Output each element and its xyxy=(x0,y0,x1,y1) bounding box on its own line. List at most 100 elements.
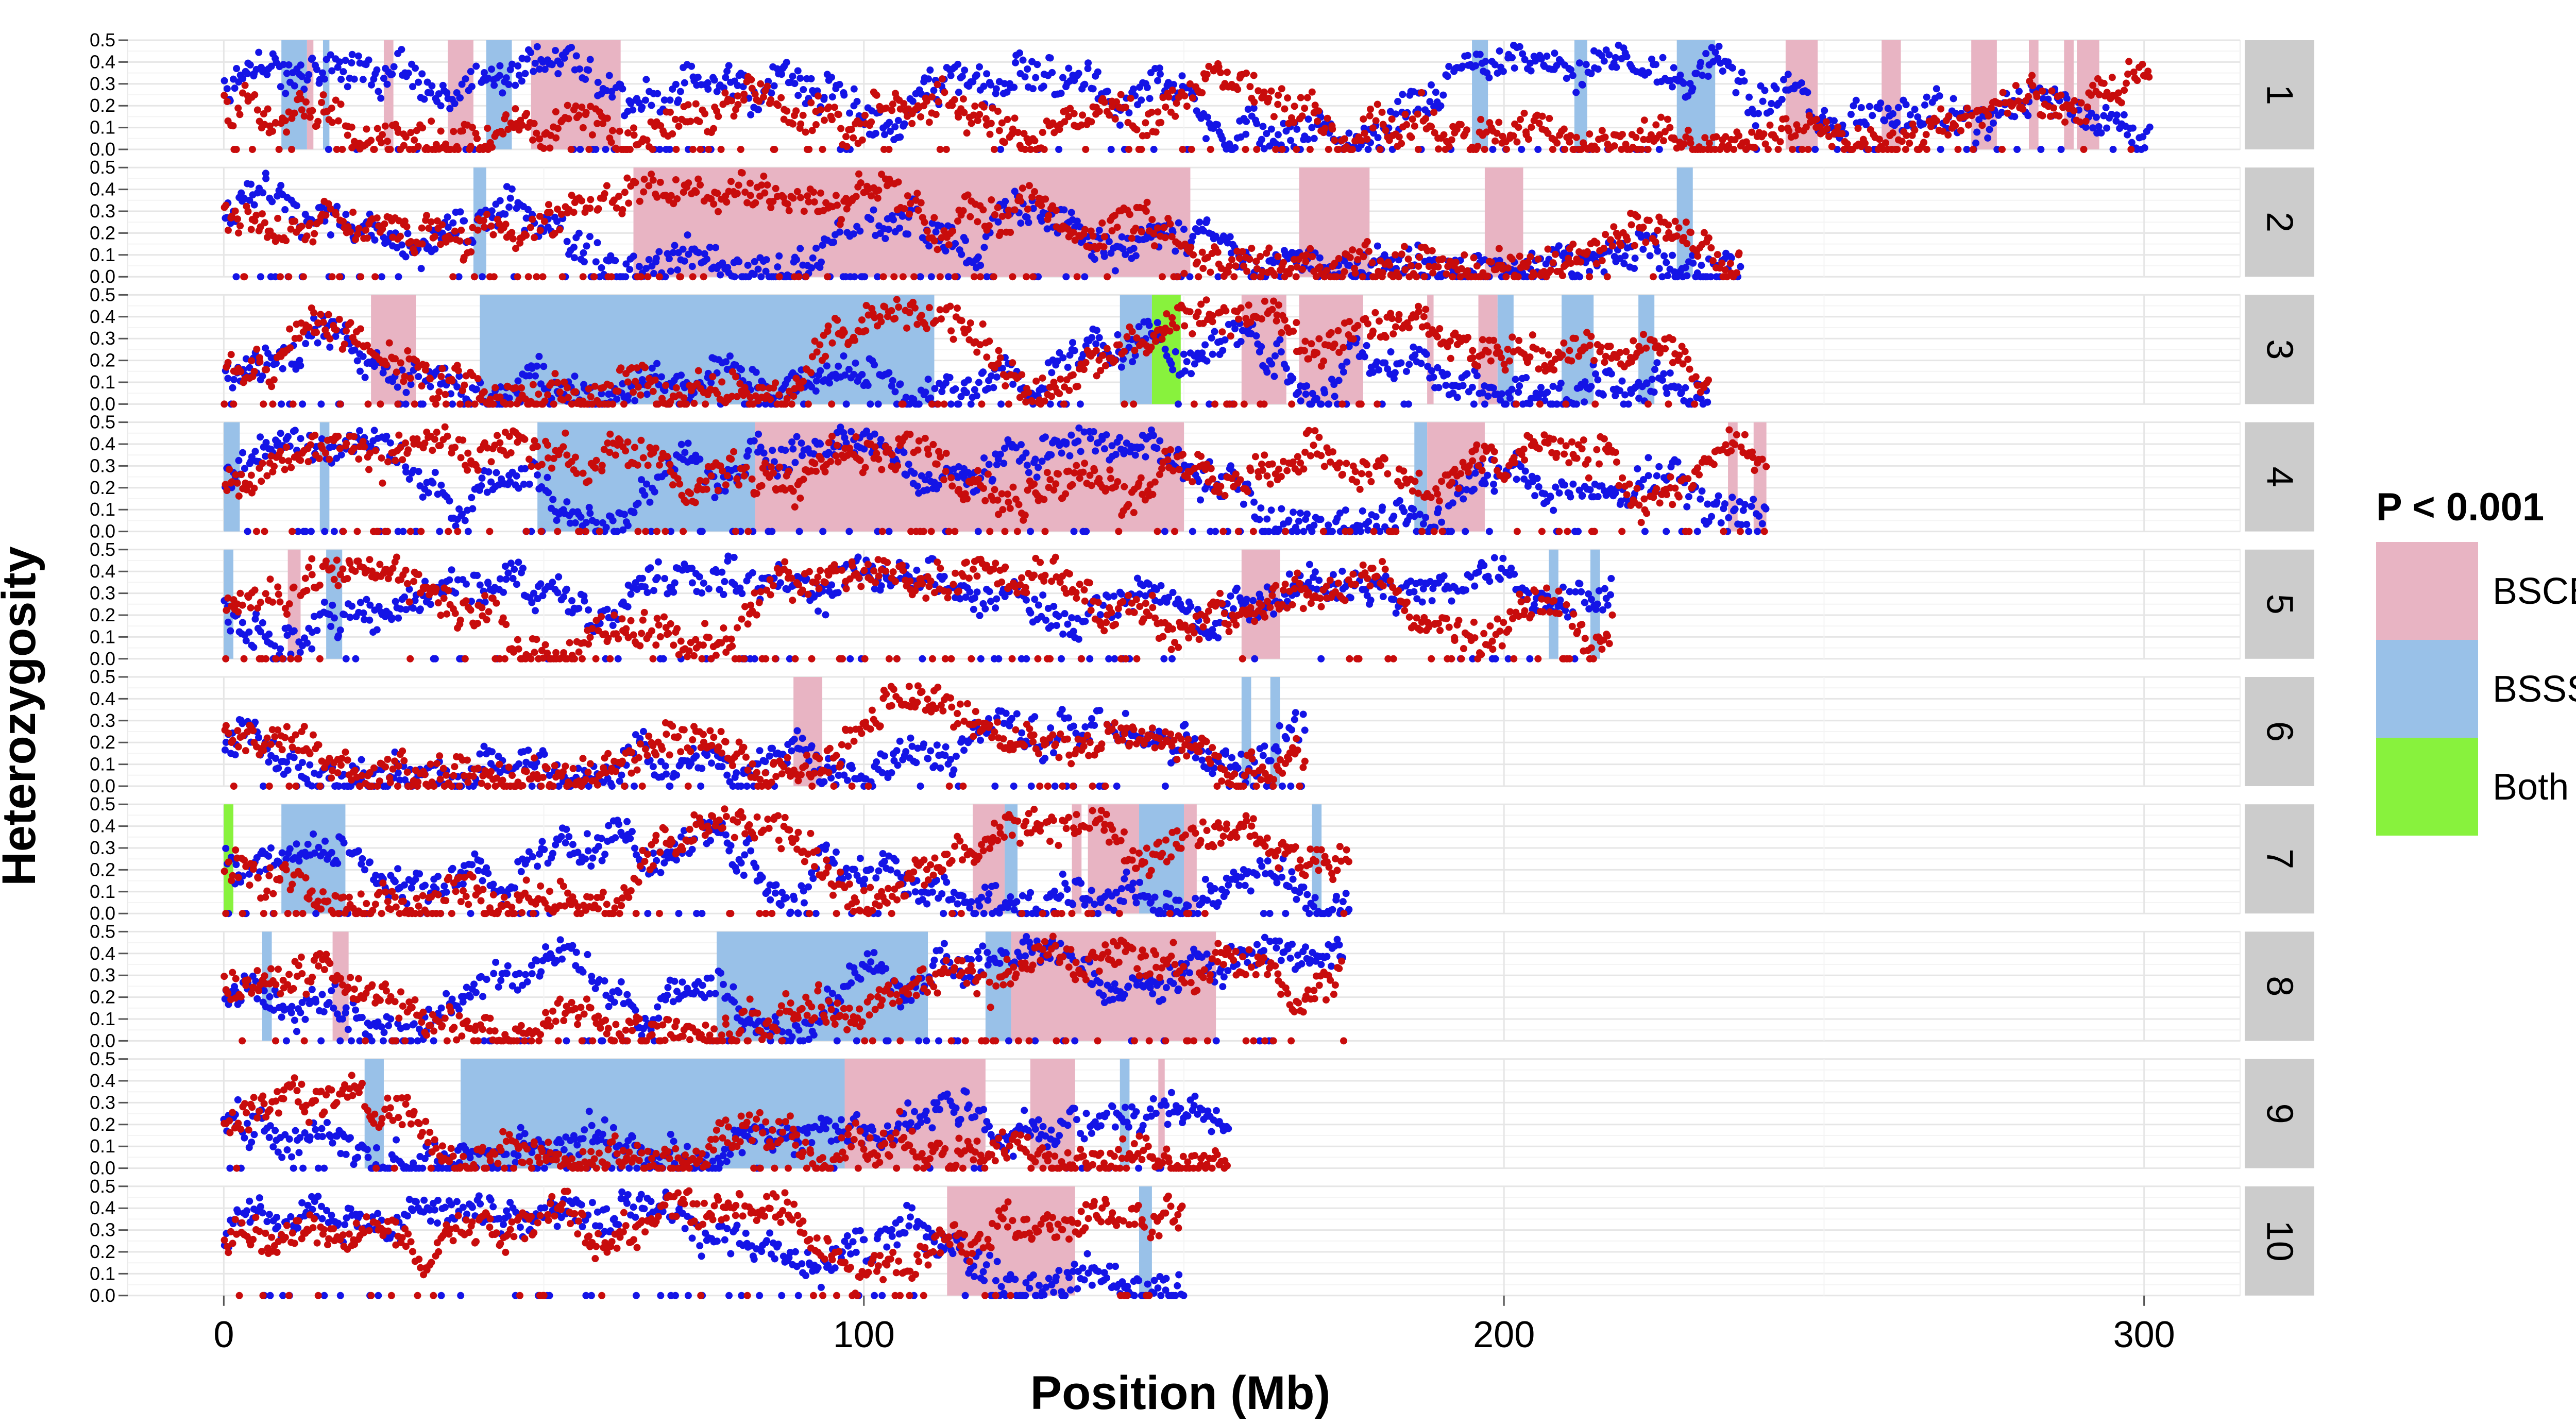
point-red xyxy=(1684,126,1692,134)
point-blue xyxy=(281,206,289,214)
point-red xyxy=(1751,144,1759,151)
point-red xyxy=(1117,91,1125,98)
point-red xyxy=(300,112,308,120)
y-tick-label: 0.1 xyxy=(90,117,115,138)
point-blue xyxy=(501,210,509,218)
point-blue xyxy=(1581,398,1588,406)
point-red xyxy=(785,207,793,214)
point-red xyxy=(1316,263,1324,271)
point-red xyxy=(906,210,913,218)
point-blue xyxy=(622,273,630,281)
point-blue xyxy=(1468,383,1476,391)
point-blue xyxy=(427,89,435,97)
point-red xyxy=(1562,400,1570,408)
point-blue xyxy=(1016,49,1024,57)
point-red xyxy=(1687,229,1694,236)
point-red xyxy=(911,304,919,312)
point-blue xyxy=(975,379,982,386)
point-red xyxy=(527,224,534,231)
point-red xyxy=(1474,143,1482,150)
point-blue xyxy=(576,65,584,73)
point-red xyxy=(1694,252,1702,260)
point-blue xyxy=(947,72,955,79)
point-red xyxy=(522,231,530,239)
point-red xyxy=(297,95,305,103)
point-blue xyxy=(458,80,466,88)
point-blue xyxy=(967,400,975,408)
point-red xyxy=(263,233,271,241)
point-red xyxy=(988,196,995,204)
point-red xyxy=(2076,118,2084,126)
point-blue xyxy=(2013,146,2021,153)
point-red xyxy=(480,216,487,224)
point-red xyxy=(824,322,832,330)
point-red xyxy=(1386,261,1394,269)
point-red xyxy=(843,143,851,150)
point-red xyxy=(923,97,931,105)
point-red xyxy=(1025,388,1032,396)
point-blue xyxy=(580,258,588,266)
point-blue xyxy=(1081,80,1089,88)
point-red xyxy=(2080,146,2088,153)
point-blue xyxy=(1170,81,1177,89)
point-red xyxy=(1416,253,1423,261)
point-red xyxy=(1066,105,1074,112)
point-red xyxy=(874,194,882,202)
point-red xyxy=(1469,347,1477,354)
point-red xyxy=(1414,110,1421,118)
point-blue xyxy=(962,236,970,244)
point-blue xyxy=(817,258,825,266)
point-red xyxy=(1154,108,1162,116)
point-red xyxy=(1166,220,1174,228)
point-red xyxy=(894,178,902,186)
point-red xyxy=(730,112,738,120)
point-red xyxy=(1724,142,1732,149)
point-red xyxy=(1644,400,1652,408)
point-red xyxy=(483,211,491,218)
point-red xyxy=(1038,202,1045,210)
point-red xyxy=(1314,117,1321,125)
point-blue xyxy=(657,373,665,381)
point-blue xyxy=(449,219,457,227)
point-blue xyxy=(881,131,889,139)
point-red xyxy=(991,211,999,218)
point-red xyxy=(737,146,744,153)
point-red xyxy=(1526,353,1534,361)
point-red xyxy=(636,197,643,205)
point-red xyxy=(1409,115,1416,123)
point-blue xyxy=(2057,146,2065,153)
point-blue xyxy=(302,339,310,347)
point-blue xyxy=(467,67,474,75)
point-red xyxy=(1159,94,1167,101)
point-blue xyxy=(1310,134,1318,142)
point-blue xyxy=(1204,113,1211,121)
point-red xyxy=(673,195,681,202)
point-red xyxy=(1168,87,1176,94)
point-blue xyxy=(947,400,955,408)
point-red xyxy=(427,375,434,383)
point-blue xyxy=(679,245,687,253)
point-red xyxy=(1364,320,1371,328)
point-blue xyxy=(419,400,427,408)
point-red xyxy=(783,395,791,402)
point-blue xyxy=(259,372,266,380)
point-red xyxy=(851,336,859,344)
point-blue xyxy=(527,49,535,57)
point-blue xyxy=(451,99,459,107)
point-red xyxy=(1150,242,1158,250)
point-blue xyxy=(1297,397,1304,405)
point-red xyxy=(1190,400,1198,408)
point-red xyxy=(697,181,704,189)
point-red xyxy=(1777,125,1785,132)
point-red xyxy=(1687,139,1694,147)
point-red xyxy=(710,200,718,208)
point-red xyxy=(552,108,560,115)
point-red xyxy=(309,238,317,246)
point-red xyxy=(2025,93,2032,100)
point-blue xyxy=(506,66,514,74)
point-blue xyxy=(1088,334,1096,342)
point-red xyxy=(2123,79,2130,87)
point-red xyxy=(900,100,908,108)
point-red xyxy=(236,111,244,118)
point-red xyxy=(303,232,311,240)
